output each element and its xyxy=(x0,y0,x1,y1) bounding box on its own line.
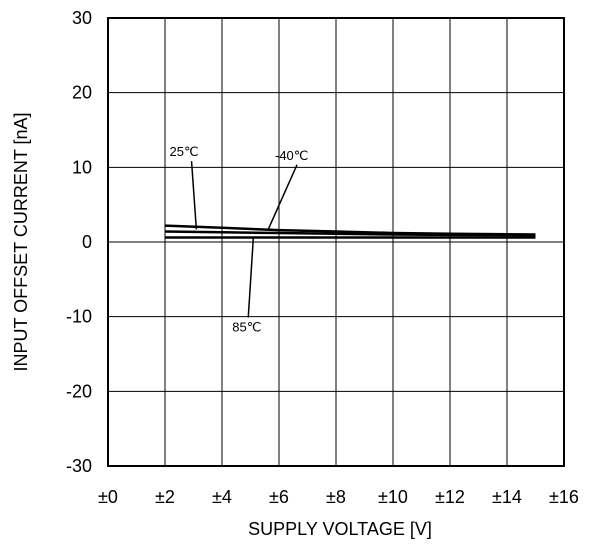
annotation-leader xyxy=(190,161,198,230)
y-tick-label: 10 xyxy=(72,157,92,177)
y-tick-label: -30 xyxy=(66,456,92,476)
x-tick-label: ±6 xyxy=(269,487,289,507)
grid-lines xyxy=(108,18,564,466)
x-tick-label: ±8 xyxy=(326,487,346,507)
y-tick-label: 30 xyxy=(72,8,92,28)
x-tick-label: ±2 xyxy=(155,487,175,507)
x-tick-labels: ±0 ±2 ±4 ±6 ±8 ±10 ±12 ±14 ±16 xyxy=(98,487,579,507)
y-axis-label: INPUT OFFSET CURRENT [nA] xyxy=(11,112,31,371)
x-tick-label: ±4 xyxy=(212,487,232,507)
y-tick-label: 0 xyxy=(82,232,92,252)
x-tick-label: ±10 xyxy=(378,487,408,507)
y-tick-labels: 30 20 10 0 -10 -20 -30 xyxy=(66,8,92,476)
annotation-label: 25℃ xyxy=(170,144,199,159)
series-lines xyxy=(164,224,536,239)
y-tick-label: -10 xyxy=(66,307,92,327)
y-tick-label: -20 xyxy=(66,381,92,401)
annotation-leader xyxy=(266,164,298,232)
plot-frame xyxy=(107,17,565,467)
y-tick-label: 20 xyxy=(72,83,92,103)
series-line-1 xyxy=(164,230,536,237)
x-tick-label: ±16 xyxy=(549,487,579,507)
x-tick-label: ±0 xyxy=(98,487,118,507)
annotations: 25℃ -40℃ 85℃ xyxy=(170,144,309,334)
annotation-leader xyxy=(247,237,255,318)
x-axis-label: SUPPLY VOLTAGE [V] xyxy=(248,519,432,539)
x-tick-label: ±12 xyxy=(435,487,465,507)
x-tick-label: ±14 xyxy=(492,487,522,507)
annotation-label: 85℃ xyxy=(232,320,261,335)
annotation-label: -40℃ xyxy=(275,148,308,163)
